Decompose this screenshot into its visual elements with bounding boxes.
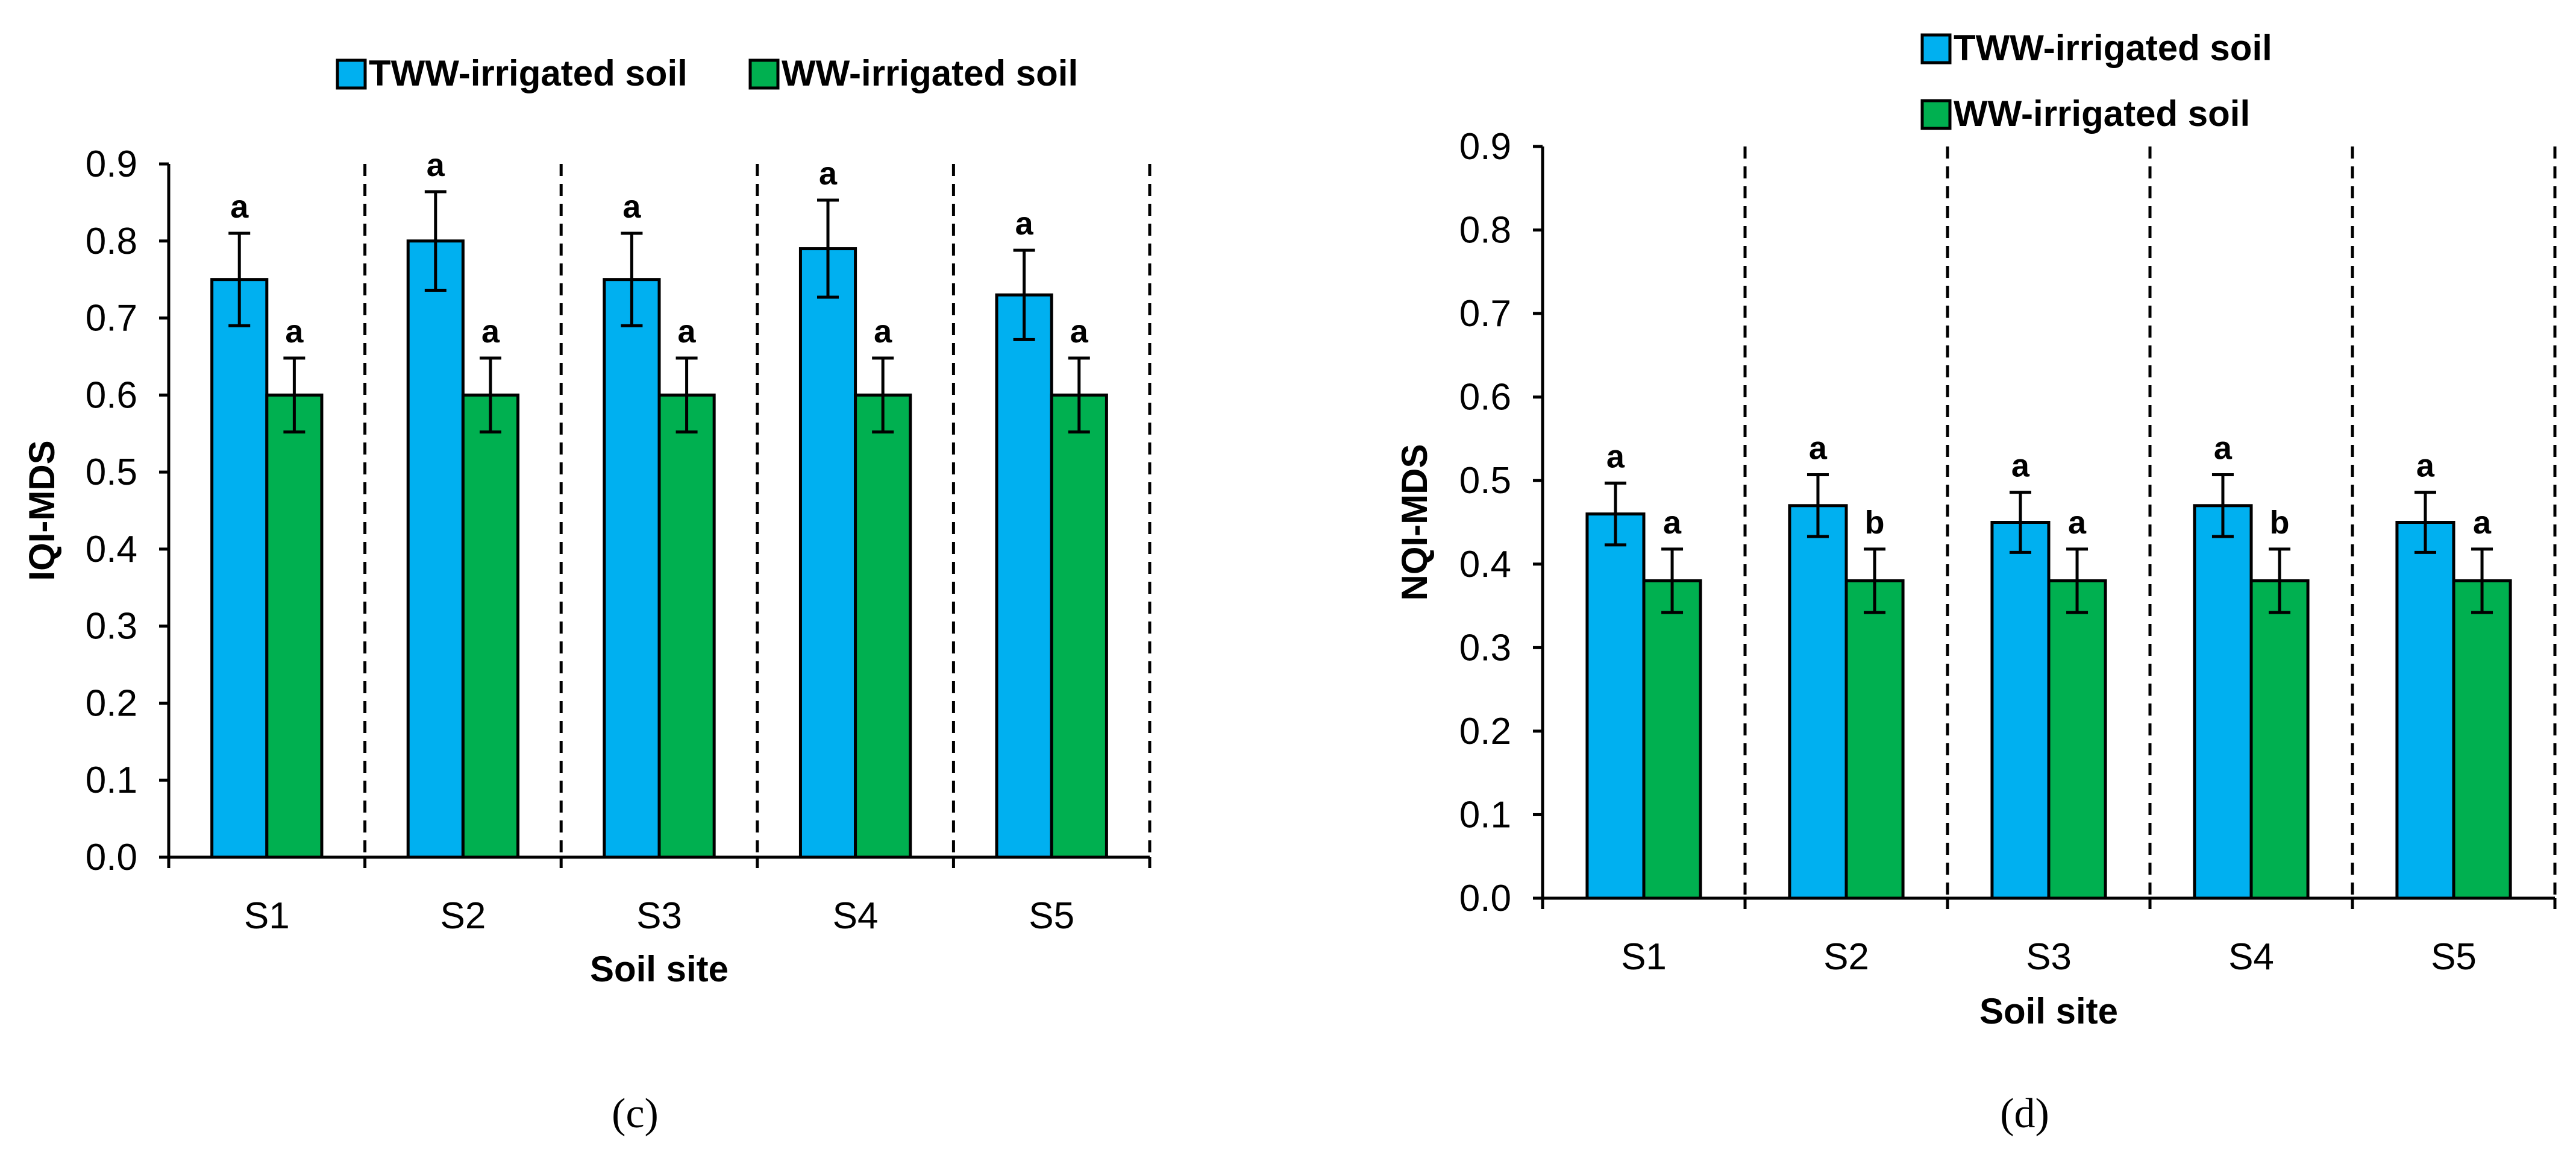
x-tick-label-s5: S5 bbox=[1029, 895, 1074, 937]
significance-letter: a bbox=[1809, 430, 1828, 467]
bar-tww-s5 bbox=[995, 293, 1053, 859]
bar-tww-s5 bbox=[2395, 521, 2455, 900]
y-tick-label: 0.3 bbox=[86, 606, 137, 647]
significance-letter: a bbox=[1663, 505, 1682, 541]
bar-tww-s3 bbox=[1990, 521, 2051, 900]
bar-ww-s3 bbox=[2047, 579, 2107, 900]
x-tick-label-s3: S3 bbox=[636, 895, 682, 937]
bar-tww-s4 bbox=[2193, 504, 2253, 900]
legend-swatch-ww bbox=[1920, 99, 1952, 130]
significance-letter: a bbox=[427, 147, 445, 183]
y-tick-label: 0.0 bbox=[86, 837, 137, 878]
y-axis-label: NQI-MDS bbox=[1394, 444, 1435, 601]
significance-letter: a bbox=[2473, 505, 2492, 541]
x-axis-label: Soil site bbox=[1979, 991, 2118, 1031]
x-tick-label-s2: S2 bbox=[1823, 936, 1869, 978]
bar-tww-s3 bbox=[603, 278, 661, 859]
x-tick-label-s5: S5 bbox=[2431, 936, 2477, 978]
y-tick-label: 0.3 bbox=[1459, 627, 1511, 669]
significance-letter: a bbox=[819, 156, 838, 192]
y-tick-label: 0.1 bbox=[86, 760, 137, 801]
legend-swatch-ww bbox=[748, 58, 780, 90]
bar-ww-s4 bbox=[2249, 579, 2310, 900]
y-tick-label: 0.0 bbox=[1459, 878, 1511, 919]
bar-ww-s3 bbox=[657, 393, 716, 859]
y-tick-label: 0.5 bbox=[1459, 460, 1511, 502]
significance-letter: a bbox=[2068, 505, 2087, 541]
significance-letter: b bbox=[2270, 505, 2290, 541]
y-tick-label: 0.4 bbox=[86, 529, 137, 570]
bar-tww-s1 bbox=[1585, 512, 1646, 900]
y-tick-label: 0.4 bbox=[1459, 544, 1511, 585]
y-tick-label: 0.9 bbox=[86, 143, 137, 185]
significance-letter: a bbox=[1606, 438, 1625, 474]
x-tick-label-s4: S4 bbox=[833, 895, 879, 937]
significance-letter: a bbox=[481, 313, 500, 350]
bar-ww-s1 bbox=[1642, 579, 1702, 900]
y-axis-label: IQI-MDS bbox=[22, 440, 62, 581]
significance-letter: a bbox=[2214, 430, 2233, 467]
chart-d: TWW-irrigated soil WW-irrigated soil 0.0 0.… bbox=[1394, 28, 2557, 1137]
significance-letter: a bbox=[874, 313, 892, 350]
bar-tww-s2 bbox=[1788, 504, 1848, 900]
significance-letter: a bbox=[1070, 313, 1089, 350]
legend-label-tww: TWW-irrigated soil bbox=[1954, 28, 2272, 68]
x-tick-label-s2: S2 bbox=[440, 895, 486, 937]
significance-letter: a bbox=[1015, 206, 1034, 242]
bar-tww-s2 bbox=[406, 239, 465, 859]
significance-letter: a bbox=[2011, 448, 2030, 484]
legend-label-tww: TWW-irrigated soil bbox=[369, 53, 688, 93]
bar-ww-s4 bbox=[854, 393, 912, 859]
x-axis-label: Soil site bbox=[590, 949, 729, 989]
x-tick-label-s3: S3 bbox=[2026, 936, 2072, 978]
significance-letter: b bbox=[1865, 505, 1885, 541]
y-tick-label: 0.8 bbox=[86, 221, 137, 262]
y-tick-label: 0.1 bbox=[1459, 794, 1511, 836]
y-tick-label: 0.7 bbox=[86, 298, 137, 339]
significance-letter: a bbox=[2416, 448, 2435, 484]
bar-ww-s2 bbox=[461, 393, 520, 859]
bar-tww-s1 bbox=[210, 278, 269, 859]
bar-ww-s5 bbox=[1050, 393, 1108, 859]
y-tick-label: 0.9 bbox=[1459, 126, 1511, 168]
x-tick-label-s1: S1 bbox=[244, 895, 290, 937]
y-tick-label: 0.2 bbox=[1459, 711, 1511, 752]
legend-swatch-tww bbox=[1920, 33, 1952, 65]
legend-label-ww: WW-irrigated soil bbox=[782, 53, 1078, 93]
bar-ww-s2 bbox=[1844, 579, 1905, 900]
panel-label: (d) bbox=[2000, 1090, 2049, 1137]
y-tick-label: 0.7 bbox=[1459, 293, 1511, 335]
y-tick-label: 0.6 bbox=[1459, 377, 1511, 418]
x-tick-label-s1: S1 bbox=[1621, 936, 1667, 978]
panel-label: (c) bbox=[612, 1090, 659, 1137]
y-tick-label: 0.5 bbox=[86, 452, 137, 493]
significance-letter: a bbox=[678, 313, 697, 350]
bar-ww-s1 bbox=[265, 393, 324, 859]
y-tick-label: 0.8 bbox=[1459, 210, 1511, 251]
legend-swatch-tww bbox=[336, 58, 367, 90]
significance-letter: a bbox=[285, 313, 304, 350]
x-tick-label-s4: S4 bbox=[2228, 936, 2274, 978]
y-tick-label: 0.6 bbox=[86, 374, 137, 416]
significance-letter: a bbox=[622, 189, 641, 225]
significance-letter: a bbox=[230, 189, 249, 225]
bar-tww-s4 bbox=[798, 247, 857, 859]
legend-label-ww: WW-irrigated soil bbox=[1954, 93, 2250, 134]
chart-c: TWW-irrigated soil WW-irrigated soil 0.0 0.… bbox=[22, 53, 1152, 1137]
y-tick-label: 0.2 bbox=[86, 682, 137, 724]
bar-ww-s5 bbox=[2452, 579, 2512, 900]
